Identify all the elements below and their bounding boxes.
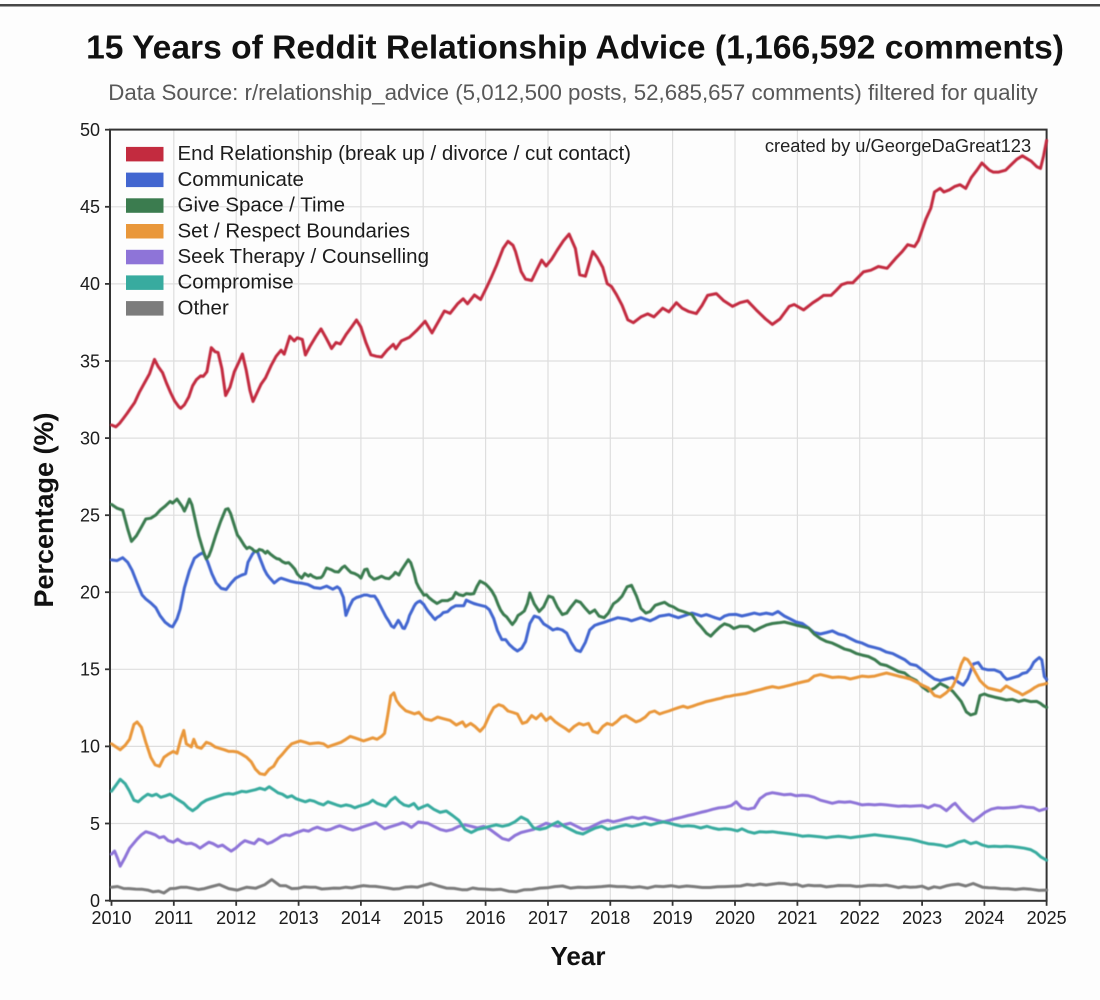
svg-text:2025: 2025 bbox=[1027, 908, 1067, 928]
svg-text:2019: 2019 bbox=[653, 908, 693, 928]
svg-text:2023: 2023 bbox=[902, 908, 942, 928]
svg-text:Compromise: Compromise bbox=[178, 271, 294, 294]
svg-text:2011: 2011 bbox=[154, 908, 193, 928]
svg-text:End Relationship (break up / d: End Relationship (break up / divorce / c… bbox=[178, 142, 632, 165]
svg-text:2013: 2013 bbox=[279, 908, 319, 928]
svg-text:2024: 2024 bbox=[964, 908, 1004, 928]
svg-text:2020: 2020 bbox=[715, 908, 755, 928]
svg-text:created by u/GeorgeDaGreat123: created by u/GeorgeDaGreat123 bbox=[765, 135, 1031, 156]
svg-text:15 Years of Reddit Relationshi: 15 Years of Reddit Relationship Advice (… bbox=[86, 30, 1064, 67]
svg-text:35: 35 bbox=[80, 351, 100, 371]
svg-text:30: 30 bbox=[80, 428, 100, 448]
svg-text:5: 5 bbox=[90, 814, 100, 834]
svg-text:Year: Year bbox=[551, 941, 606, 971]
svg-text:2022: 2022 bbox=[840, 908, 880, 928]
svg-text:25: 25 bbox=[80, 506, 100, 526]
svg-text:2015: 2015 bbox=[403, 908, 443, 928]
svg-text:45: 45 bbox=[80, 197, 100, 217]
svg-text:Data Source: r/relationship_ad: Data Source: r/relationship_advice (5,01… bbox=[108, 80, 1038, 105]
svg-text:Give Space / Time: Give Space / Time bbox=[178, 194, 345, 217]
svg-text:2021: 2021 bbox=[777, 908, 817, 928]
svg-text:10: 10 bbox=[80, 737, 100, 757]
svg-text:15: 15 bbox=[80, 660, 100, 680]
svg-text:Set / Respect Boundaries: Set / Respect Boundaries bbox=[178, 219, 410, 242]
svg-text:20: 20 bbox=[80, 583, 100, 603]
svg-text:Percentage (%): Percentage (%) bbox=[29, 412, 59, 607]
svg-text:2017: 2017 bbox=[528, 908, 568, 928]
svg-text:2014: 2014 bbox=[341, 908, 381, 928]
svg-text:40: 40 bbox=[80, 274, 100, 294]
svg-text:Seek Therapy / Counselling: Seek Therapy / Counselling bbox=[178, 245, 429, 268]
svg-text:2012: 2012 bbox=[216, 908, 256, 928]
svg-text:Other: Other bbox=[178, 296, 229, 319]
svg-text:2010: 2010 bbox=[91, 908, 131, 928]
svg-text:2016: 2016 bbox=[466, 908, 506, 928]
svg-text:Communicate: Communicate bbox=[178, 168, 304, 191]
svg-text:50: 50 bbox=[80, 120, 100, 140]
svg-text:0: 0 bbox=[90, 891, 100, 911]
svg-text:2018: 2018 bbox=[590, 908, 630, 928]
